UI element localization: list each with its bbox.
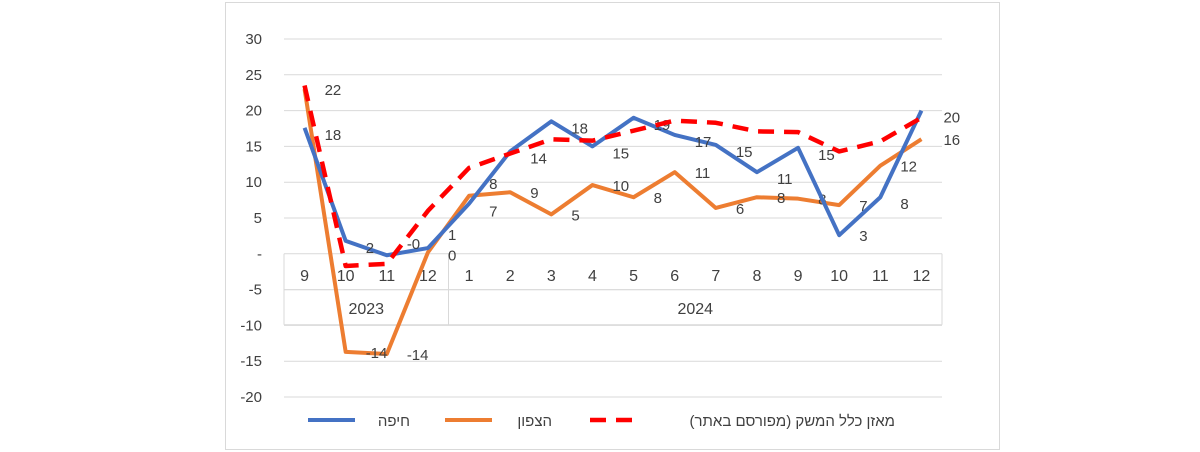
data-label: -0 (407, 236, 420, 253)
month-label: 4 (588, 268, 597, 285)
data-label: 8 (489, 176, 497, 193)
data-label: 9 (530, 185, 538, 202)
data-label: 11 (695, 165, 711, 182)
series-line-0 (302, 109, 924, 258)
data-label: 6 (736, 201, 744, 218)
data-label: 12 (900, 159, 917, 176)
data-label: 8 (777, 190, 785, 207)
month-label: 11 (379, 268, 396, 285)
data-label: 20 (943, 110, 960, 127)
month-label: 7 (711, 268, 720, 285)
data-label: 8 (900, 196, 908, 213)
data-label: 1 (448, 227, 456, 244)
series-line-1 (302, 88, 923, 357)
data-label: 3 (859, 228, 867, 245)
y-tick-label: 25 (245, 67, 262, 84)
legend-label-north: הצפון (517, 413, 552, 430)
y-tick-label: 20 (245, 103, 262, 120)
month-label: 2 (506, 268, 515, 285)
data-label: 17 (695, 134, 712, 151)
data-label: 11 (777, 171, 793, 188)
month-label: 12 (419, 268, 437, 285)
series-line-2 (302, 85, 923, 269)
y-tick-label: 10 (245, 174, 262, 191)
month-label: 11 (872, 268, 889, 285)
data-label: 5 (571, 207, 579, 224)
month-label: 8 (752, 268, 761, 285)
y-tick-label: 15 (245, 138, 262, 155)
month-label: 6 (670, 268, 679, 285)
month-label: 1 (465, 268, 474, 285)
data-label: -14 (366, 345, 388, 362)
legend-label-economy: מאזן כלל המשק (מפורסם באתר) (690, 413, 895, 430)
month-label: 3 (547, 268, 556, 285)
data-label: 14 (530, 150, 547, 167)
y-tick-label: - (257, 246, 262, 263)
data-label: 15 (612, 145, 629, 162)
chart-frame (225, 2, 1000, 450)
y-tick-label: -15 (240, 353, 262, 370)
data-label: 8 (654, 190, 662, 207)
month-label: 12 (913, 268, 931, 285)
data-label: 18 (571, 120, 588, 137)
legend-label-haifa: חיפה (378, 413, 410, 430)
month-label: 5 (629, 268, 638, 285)
y-tick-label: -5 (249, 282, 262, 299)
data-label: -14 (407, 347, 429, 364)
data-label: 16 (943, 132, 960, 149)
month-label: 10 (337, 268, 355, 285)
data-label: 2 (366, 240, 374, 257)
year-label: 2023 (348, 301, 384, 318)
year-label: 2024 (677, 301, 713, 318)
data-label: 18 (325, 127, 342, 144)
y-tick-label: -20 (240, 389, 262, 406)
data-label: 15 (736, 144, 753, 161)
data-label: 15 (818, 147, 835, 164)
data-label: 7 (489, 204, 497, 221)
month-label: 10 (830, 268, 848, 285)
month-label: 9 (794, 268, 803, 285)
y-tick-label: -10 (240, 317, 262, 334)
month-label: 9 (300, 268, 309, 285)
y-tick-label: 30 (245, 31, 262, 48)
data-label: 0 (448, 247, 456, 264)
data-label: 10 (612, 178, 629, 195)
data-label: 22 (325, 82, 342, 99)
data-label: 7 (859, 198, 867, 215)
y-tick-label: 5 (254, 210, 262, 227)
